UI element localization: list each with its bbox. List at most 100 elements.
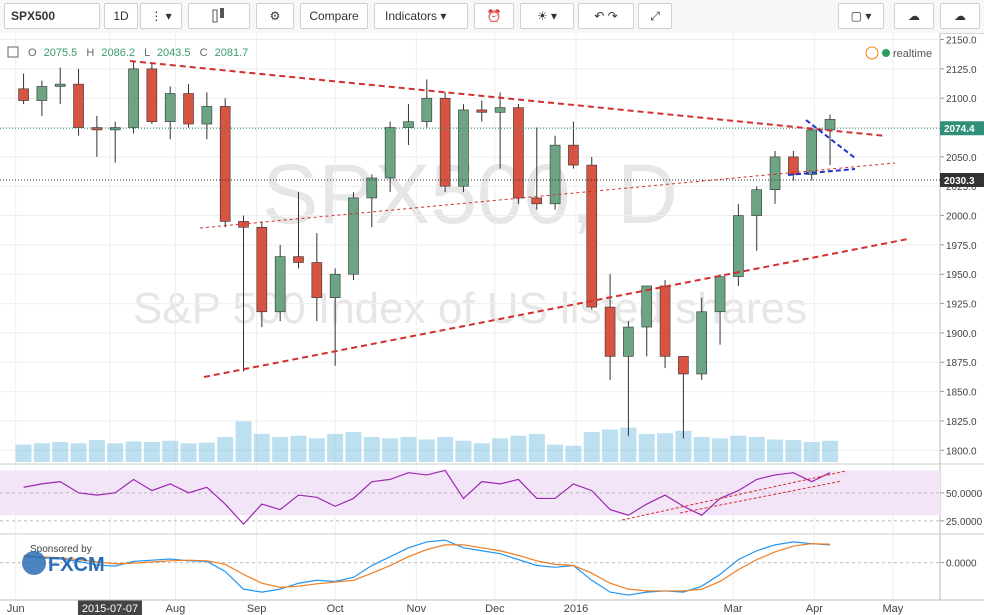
x-tick-label: Sep [247, 603, 267, 615]
price-label: 2074.4 [944, 124, 975, 135]
legend-toggle[interactable] [7, 46, 19, 58]
legend-label: L [144, 47, 150, 59]
volume-bar [180, 443, 197, 462]
volume-bar [327, 433, 344, 462]
y-tick-label: 1900.0 [946, 329, 977, 340]
y-tick-label: 50.0000 [946, 489, 983, 500]
volume-bar [657, 433, 674, 462]
y-tick-label: 1875.0 [946, 358, 977, 369]
settings-button[interactable]: ⚙ [256, 3, 294, 29]
undo-redo[interactable]: ↶ ↷ [578, 3, 634, 29]
y-tick-label: 2050.0 [946, 153, 977, 164]
volume-bar [33, 443, 50, 462]
chart-style-button[interactable] [188, 3, 250, 29]
indicators-button[interactable]: Indicators ▾ [374, 3, 468, 29]
candle-body [568, 144, 579, 166]
y-tick-label: 1950.0 [946, 270, 977, 281]
y-tick-label: 1800.0 [946, 446, 977, 457]
alert-button[interactable]: ⏰ [474, 3, 514, 29]
price-label-bg [940, 172, 984, 187]
candle-body [714, 276, 726, 313]
candle-body [183, 93, 194, 125]
x-tick-label: Jun [7, 603, 25, 615]
candle-body [751, 189, 763, 216]
y-tick-label: 2125.0 [946, 65, 977, 76]
layout-button[interactable]: ▢ ▾ [838, 3, 884, 29]
indicator-line [23, 543, 831, 592]
candle-body [219, 106, 231, 222]
volume-bar [455, 440, 472, 462]
save-button[interactable]: ☁ [894, 3, 934, 29]
volume-bar [803, 442, 820, 462]
y-tick-label: 1850.0 [946, 388, 977, 399]
x-tick-label: Mar [724, 603, 743, 615]
price-label-bg [940, 121, 984, 136]
x-tick-label: Nov [407, 603, 427, 615]
rsi-trend-line [621, 470, 847, 521]
candle-body [36, 86, 48, 101]
trend-line [805, 119, 856, 159]
candle-body [403, 121, 414, 128]
volume-bar [730, 435, 747, 462]
volume-bar [272, 437, 289, 462]
rsi-trend-line [679, 480, 843, 514]
candle-body [73, 83, 84, 128]
volume-bar [70, 443, 87, 462]
x-tick-highlight [77, 600, 142, 615]
indicator-line [23, 469, 831, 526]
plot-layer: Jun 2015-07-07 Aug Sep Oct Nov Dec 2016 Mar Apr Ma… [0, 33, 984, 615]
y-tick-label: 1975.0 [946, 241, 977, 252]
x-tick-label: Apr [806, 603, 823, 615]
volume-bar [143, 442, 160, 462]
y-tick-label: 1925.0 [946, 300, 977, 311]
realtime-dot [882, 49, 890, 57]
load-button[interactable]: ☁ [940, 3, 980, 29]
warning-icon[interactable] [865, 46, 879, 60]
volume-bar [712, 438, 729, 462]
y-tick-label: 1825.0 [946, 417, 977, 428]
toolbar: SPX500 1D ⋮ ▾ ⚙ Compare Indicators ▾ ⏰ ☀… [0, 0, 984, 34]
volume-bar [767, 439, 784, 462]
volume-bar [235, 421, 252, 462]
interval-button[interactable]: 1D [104, 3, 138, 29]
volume-bar [400, 437, 417, 462]
volume-bar [602, 429, 619, 462]
volume-bar [565, 445, 582, 462]
volume-bar [547, 444, 564, 462]
fullscreen-button[interactable]: ⤢ [638, 3, 672, 29]
candle-body [348, 197, 359, 275]
compare-button[interactable]: Compare [300, 3, 368, 29]
legend-value: 2075.5 [44, 47, 78, 59]
x-tick-label: Aug [166, 603, 186, 615]
chart-area: SPX500, D S&P 500 Index of US listed sha… [0, 33, 984, 615]
volume-bar [253, 433, 270, 462]
fxcm-logo [22, 551, 46, 575]
volume-bar [675, 430, 692, 462]
candle-body [659, 285, 671, 357]
interval-menu[interactable]: ⋮ ▾ [140, 3, 182, 29]
candle-body [421, 97, 433, 122]
candle-body [476, 109, 488, 113]
volume-bar [473, 443, 490, 462]
candle-body [439, 97, 451, 187]
symbol-input[interactable]: SPX500 [4, 3, 100, 29]
volume-bar [822, 440, 839, 462]
candle-body [164, 93, 176, 122]
x-tick-label: Dec [485, 603, 505, 615]
legend-value: 2043.5 [157, 47, 191, 59]
candle-body [384, 127, 396, 179]
volume-bar [748, 437, 765, 462]
candle-body [531, 197, 543, 205]
candle-body [18, 88, 29, 101]
candle-body [146, 68, 158, 122]
candle-body [366, 177, 378, 199]
volume-bar [785, 440, 802, 462]
volume-bar [107, 443, 124, 462]
price-label: 2030.3 [944, 176, 975, 187]
candle-body [201, 106, 213, 125]
trend-line [129, 60, 887, 137]
ideas-button[interactable]: ☀ ▾ [520, 3, 574, 29]
indicators-label: Indicators [385, 9, 438, 23]
volume-bar [290, 435, 307, 462]
